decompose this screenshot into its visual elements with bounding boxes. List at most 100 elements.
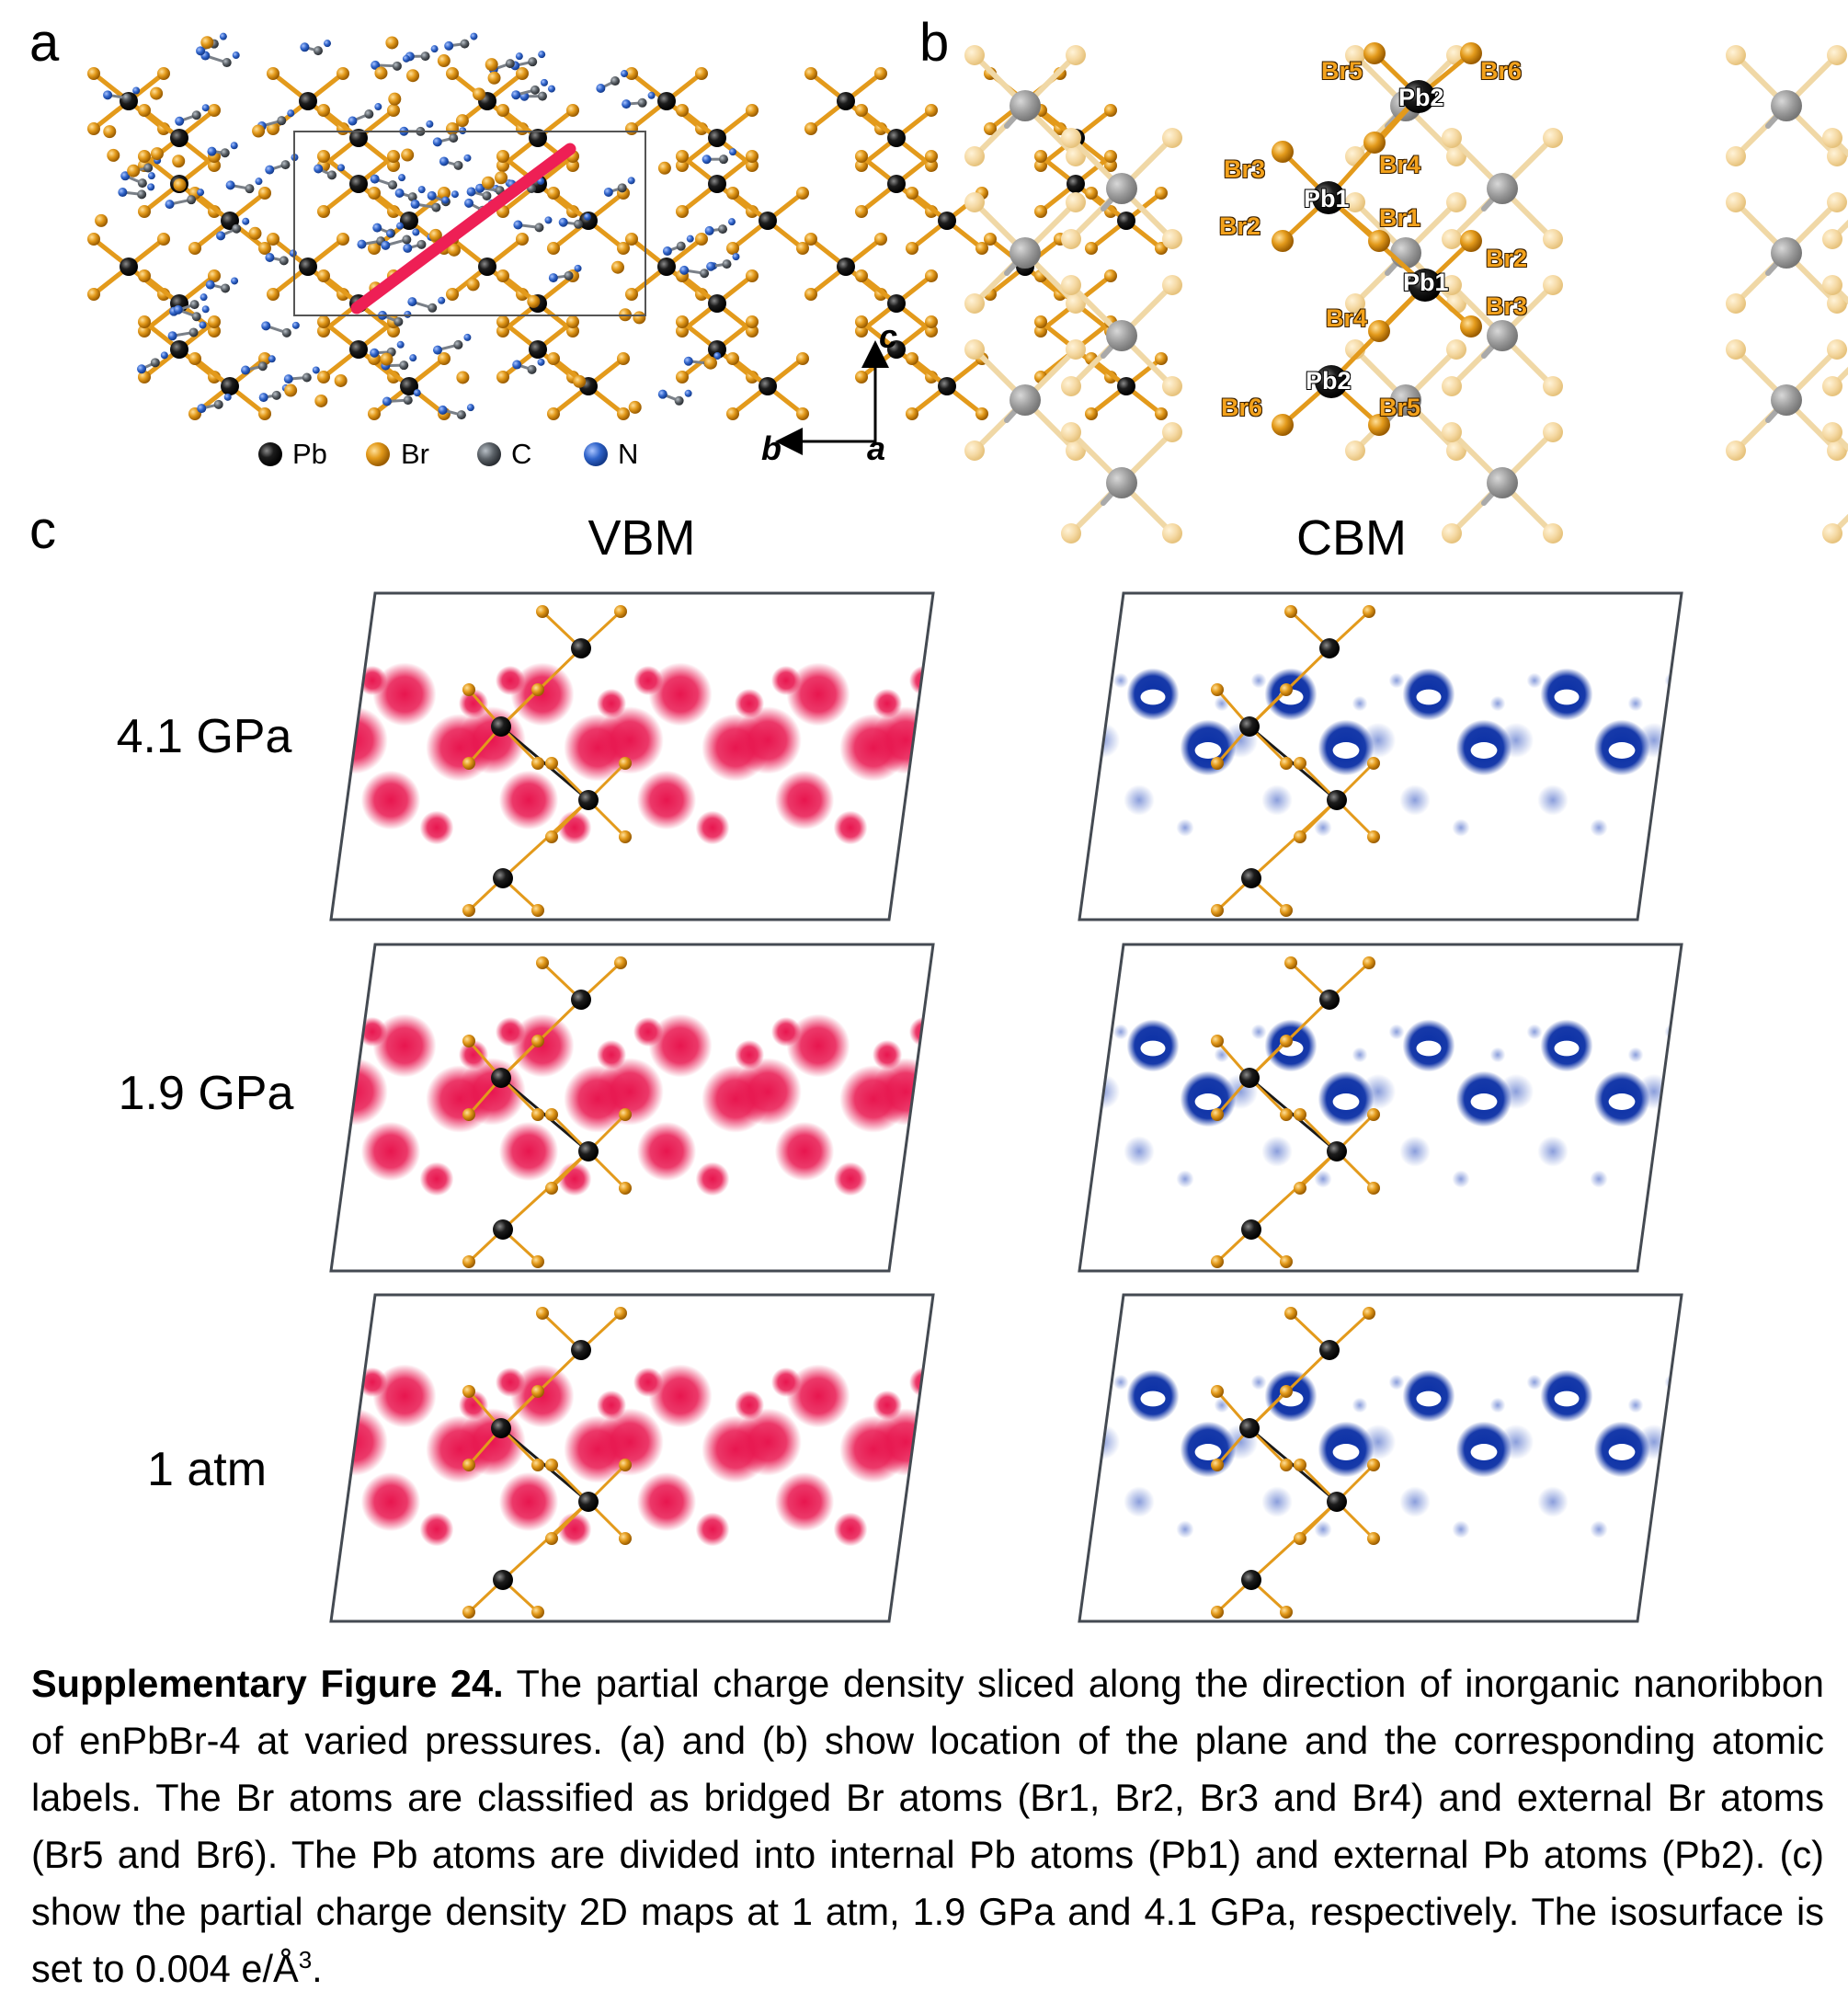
atom-c (191, 312, 201, 322)
atom-c (271, 390, 281, 400)
density-hole (1416, 1040, 1442, 1057)
atom-c (314, 46, 324, 56)
atom-br-free (385, 36, 399, 50)
atom-br-free (127, 164, 141, 177)
atom-br (87, 233, 100, 246)
atom-br-overlay (1280, 1108, 1293, 1121)
atom-br-labelled (1363, 42, 1386, 64)
density-blob-soft (1675, 1136, 1682, 1167)
atom-n (538, 51, 546, 59)
density-hole (1079, 742, 1084, 759)
atom-label-br2-mid: Br2 (1486, 245, 1528, 272)
atom-n (621, 70, 629, 78)
atom-n (444, 40, 454, 51)
density-blob (872, 1408, 933, 1476)
atom-br-faded (1726, 293, 1746, 314)
atom-br (625, 122, 638, 135)
atom-n (683, 356, 693, 366)
atom-n (291, 321, 300, 329)
atom-br-free (334, 373, 348, 387)
atom-br (855, 325, 868, 338)
atom-br-overlay (462, 1108, 475, 1121)
atom-pb-overlay (571, 990, 591, 1010)
panel-letter-c: c (29, 500, 56, 560)
atom-pb (759, 377, 777, 395)
atom-br-free (437, 54, 451, 68)
density-hole (1003, 690, 1028, 705)
atom-br-overlay (1367, 830, 1380, 843)
atom-n (463, 154, 472, 162)
column-title-vbm: VBM (587, 510, 696, 566)
bond-overlay (499, 1076, 590, 1153)
atom-br (906, 352, 918, 365)
atom-br-faded (1726, 146, 1746, 166)
atom-pb (708, 340, 726, 359)
atom-label-br5-top: Br5 (1321, 57, 1363, 85)
charge-map-cbm-row-1 (947, 1019, 1682, 1188)
density-blob-soft (1803, 673, 1819, 689)
atom-n (201, 305, 210, 314)
density-blob (1253, 714, 1321, 782)
density-blob (1110, 811, 1144, 845)
atom-n (413, 389, 421, 397)
atom-br-overlay (531, 1385, 544, 1398)
atom-br (1104, 159, 1117, 172)
density-blob-soft (947, 1074, 982, 1109)
atom-br-faded (1827, 192, 1847, 212)
caption-end: . (312, 1947, 323, 1990)
atom-br (317, 104, 330, 117)
density-blob-soft (1352, 1047, 1368, 1063)
density-blob-soft (1388, 1374, 1405, 1390)
atom-br-overlay (1367, 1108, 1380, 1121)
atom-pb-labelled (1315, 365, 1348, 398)
atom-pb-overlay (571, 638, 591, 658)
atom-br-free (657, 161, 671, 175)
map-frame (329, 1293, 935, 1623)
atom-br-overlay (1294, 1182, 1306, 1195)
atom-pb-overlay (1319, 1340, 1340, 1360)
atom-br (925, 104, 938, 117)
atom-br (267, 233, 279, 246)
atom-n (596, 84, 606, 94)
density-blob (1051, 1472, 1110, 1531)
density-blob-soft (1261, 1486, 1293, 1517)
density-blob-soft (1803, 1375, 1819, 1390)
atom-n (439, 156, 449, 166)
atom-n (337, 164, 345, 172)
legend-item-n: N (618, 438, 639, 470)
atom-c (402, 235, 412, 245)
density-blob-soft (1176, 1520, 1194, 1539)
atom-br-faded (1822, 376, 1842, 396)
density-blob (1817, 1370, 1848, 1423)
atom-n (706, 261, 716, 271)
atom-n (201, 104, 210, 112)
density-blob (220, 1367, 249, 1397)
atom-br-overlay (614, 1307, 627, 1320)
density-blob (372, 1013, 437, 1078)
density-blob-soft (1498, 1424, 1534, 1460)
density-blob-soft (975, 1024, 991, 1040)
atom-br (547, 407, 560, 420)
atom-br-overlay (545, 1108, 558, 1121)
atom-br-faded (1061, 376, 1081, 396)
density-hole (1554, 689, 1580, 705)
atom-br-overlay (1280, 757, 1293, 770)
legend-swatch-br (366, 442, 390, 466)
atom-br (1085, 187, 1098, 200)
atom-br-free (485, 58, 498, 72)
atom-n (396, 340, 405, 349)
map-frame (329, 591, 935, 921)
density-blob-soft (1526, 1374, 1543, 1390)
density-blob (1010, 706, 1078, 774)
atom-br-faded (1162, 376, 1182, 396)
figure-caption: Supplementary Figure 24. The partial cha… (31, 1655, 1824, 1997)
atom-br-free (527, 294, 541, 308)
atom-br (368, 187, 381, 200)
atom-br (87, 122, 100, 135)
atom-br-free (406, 69, 420, 83)
density-blob (1079, 719, 1099, 776)
atom-c (722, 259, 732, 269)
atom-br (87, 288, 100, 301)
atom-br-faded (1345, 146, 1365, 166)
atom-br-free (200, 36, 214, 50)
